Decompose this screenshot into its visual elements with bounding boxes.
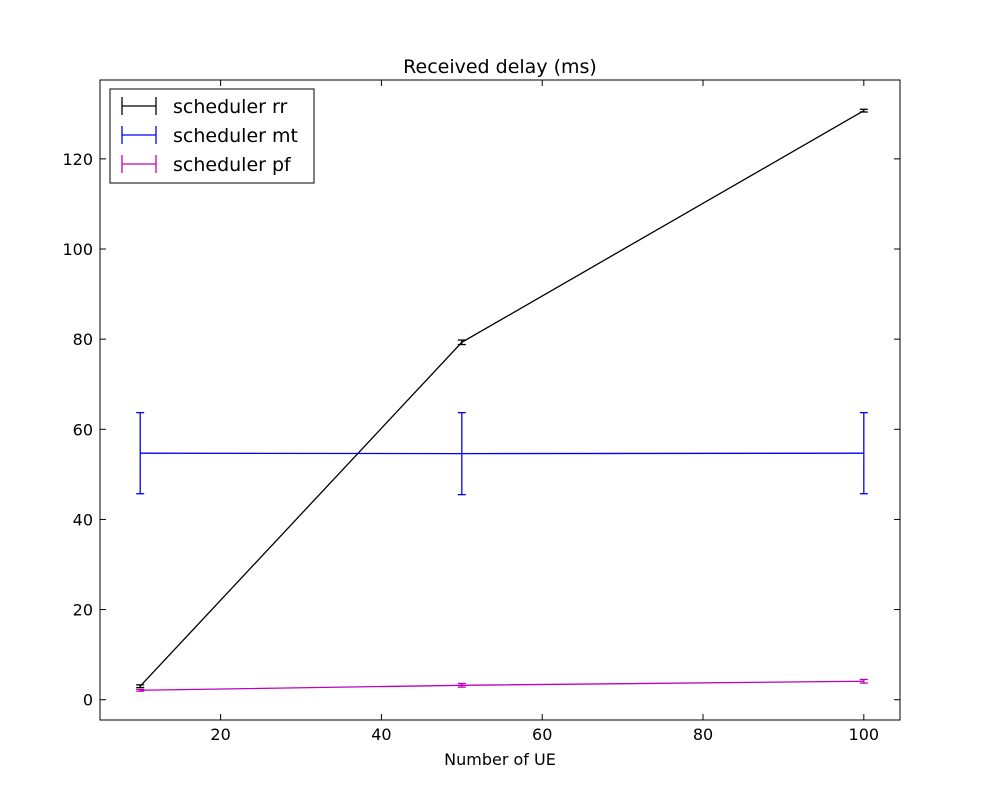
error-bar	[859, 411, 868, 495]
legend: scheduler rr scheduler mt scheduler pf	[109, 88, 315, 184]
error-bar	[136, 688, 145, 692]
x-axis-label: Number of UE	[444, 750, 556, 769]
legend-items: scheduler rr scheduler mt scheduler pf	[121, 96, 298, 176]
y-tick-label: 40	[73, 510, 93, 529]
legend-box	[109, 88, 315, 184]
y-tick-label: 0	[83, 691, 93, 710]
legend-label: scheduler mt	[173, 125, 298, 147]
tick-layer: 20 40 60 80 100 0 20 40 60 80 100 120	[62, 80, 900, 744]
y-tick-label: 20	[73, 601, 93, 620]
legend-label: scheduler pf	[173, 154, 292, 176]
error-bar	[859, 108, 868, 113]
plot-frame	[99, 79, 901, 721]
series-1	[136, 108, 868, 689]
error-bar	[457, 339, 466, 346]
series-layer	[136, 108, 868, 692]
y-tick-label: 100	[62, 240, 93, 259]
legend-item: scheduler mt	[121, 125, 298, 147]
x-tick-label: 80	[693, 725, 713, 744]
legend-item: scheduler rr	[121, 96, 287, 118]
series-line	[139, 110, 865, 687]
series-line	[140, 680, 864, 691]
x-tick-label: 60	[532, 725, 552, 744]
error-bar	[136, 684, 145, 689]
y-tick-label: 120	[62, 150, 93, 169]
series-2	[136, 411, 868, 496]
legend-item: scheduler pf	[121, 154, 292, 176]
y-tick-label: 80	[73, 330, 93, 349]
y-tick-label: 60	[73, 420, 93, 439]
x-tick-label: 20	[210, 725, 230, 744]
error-bar	[457, 411, 466, 496]
error-bar	[136, 411, 145, 495]
legend-label: scheduler rr	[173, 96, 287, 118]
chart-title: Received delay (ms)	[403, 56, 597, 78]
x-tick-label: 40	[371, 725, 391, 744]
error-bar	[457, 682, 466, 688]
x-tick-label: 100	[849, 725, 880, 744]
error-bar	[859, 678, 868, 684]
series-3	[136, 678, 868, 692]
